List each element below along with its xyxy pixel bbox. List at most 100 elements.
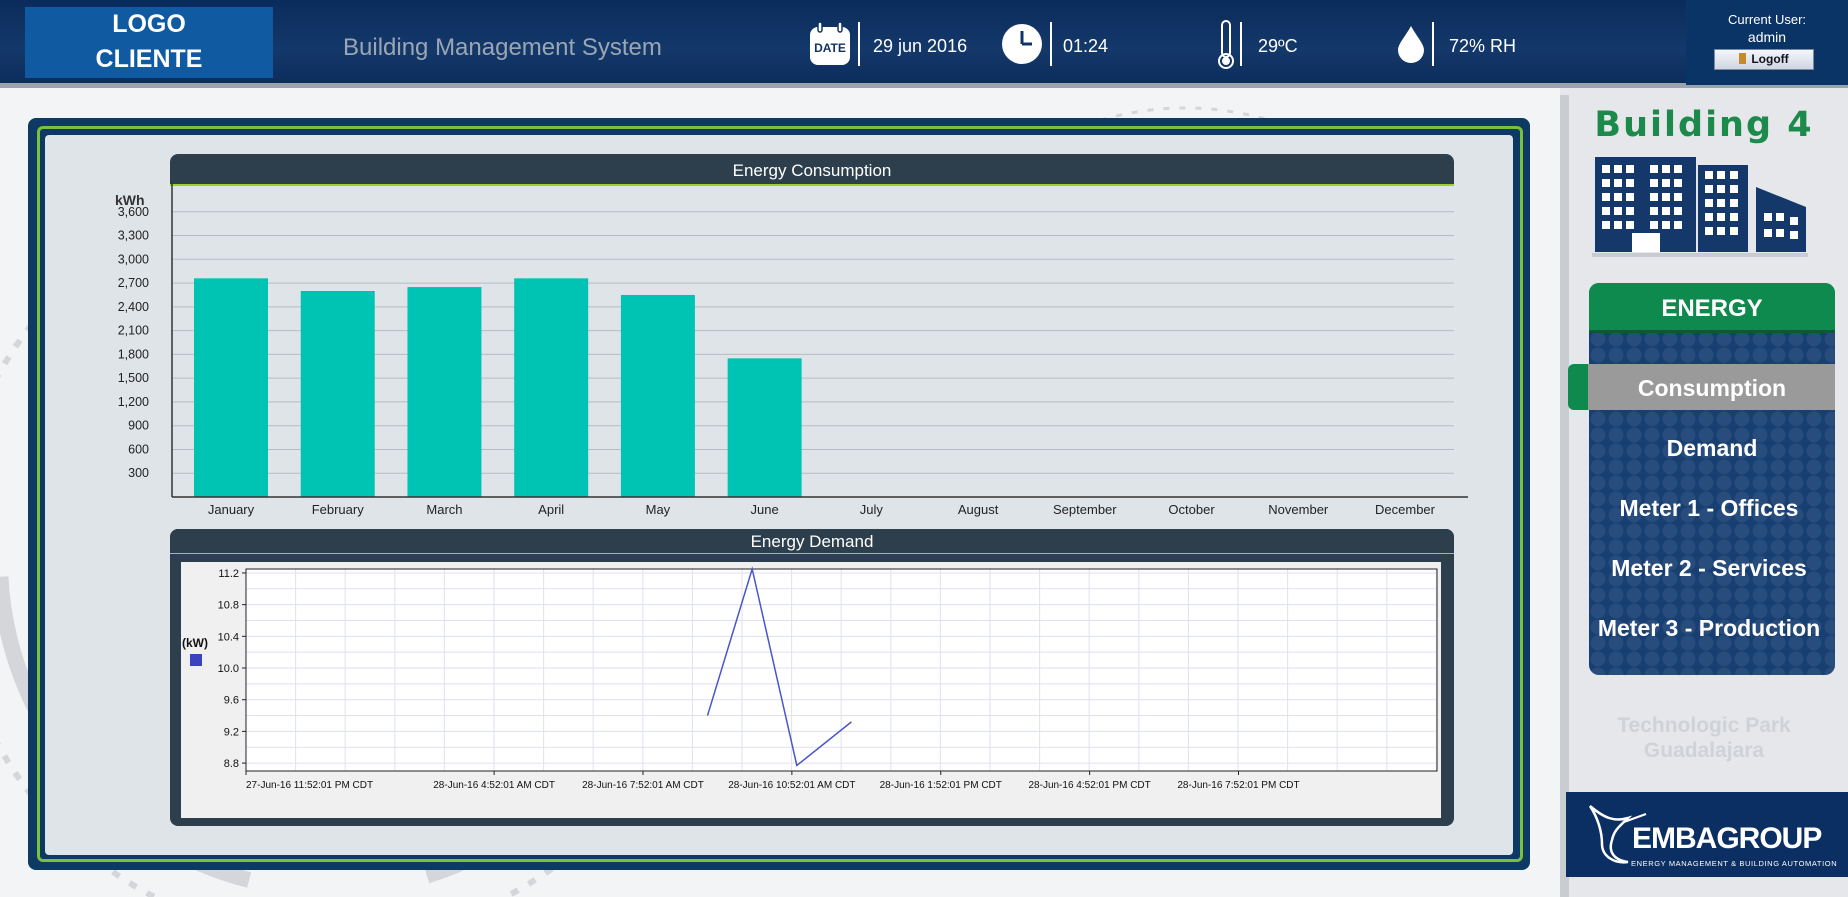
main-frame-border bbox=[37, 126, 1523, 862]
demand-axes: 8.8 9.2 9.6 10.0 10.4 10.8 11.2 27-Jun-16 11:52… bbox=[218, 568, 1438, 791]
building-window bbox=[1662, 207, 1670, 215]
building-window bbox=[1705, 199, 1713, 207]
demand-line bbox=[706, 566, 852, 767]
consumption-y-tick-label: 3,300 bbox=[118, 229, 149, 243]
sidebar-edge bbox=[1560, 95, 1569, 897]
building-window bbox=[1790, 217, 1798, 225]
building-window bbox=[1674, 179, 1682, 187]
building-door bbox=[1632, 233, 1660, 252]
consumption-x-tick-label: August bbox=[958, 502, 999, 517]
client-logo: LOGO CLIENTE bbox=[25, 7, 273, 78]
nav-item-meter-1-offices[interactable]: Meter 1 - Offices bbox=[1619, 495, 1799, 521]
app-title: Building Management System bbox=[343, 34, 662, 61]
demand-plot-border bbox=[245, 568, 1438, 772]
building-window bbox=[1717, 213, 1725, 221]
building-window bbox=[1705, 185, 1713, 193]
door-icon bbox=[1739, 53, 1747, 64]
building-window bbox=[1717, 185, 1725, 193]
building-window bbox=[1626, 221, 1634, 229]
logo-line2: CLIENTE bbox=[95, 45, 203, 73]
consumption-y-tick-label: 1,500 bbox=[118, 371, 149, 385]
building-window bbox=[1730, 213, 1738, 221]
consumption-y-tick-label: 2,700 bbox=[118, 276, 149, 290]
building-window bbox=[1790, 231, 1798, 239]
consumption-y-tick-label: 2,100 bbox=[118, 324, 149, 338]
consumption-y-tick-label: 1,200 bbox=[118, 395, 149, 409]
building-window bbox=[1674, 221, 1682, 229]
energy-section-title: ENERGY bbox=[1589, 283, 1835, 333]
building-window bbox=[1730, 171, 1738, 179]
building-window bbox=[1764, 213, 1772, 221]
header-separator bbox=[1432, 22, 1434, 66]
building-window bbox=[1650, 207, 1658, 215]
nav-item-consumption[interactable]: Consumption bbox=[1637, 375, 1787, 401]
building-window bbox=[1705, 227, 1713, 235]
building-window bbox=[1662, 165, 1670, 173]
hummingbird-icon bbox=[1588, 805, 1647, 864]
demand-chart-title: Energy Demand bbox=[170, 529, 1454, 554]
demand-y-tick-label: 11.2 bbox=[218, 568, 239, 580]
building-window bbox=[1650, 221, 1658, 229]
date-icon-label: DATE bbox=[814, 41, 846, 55]
calendar-icon: DATE bbox=[810, 21, 850, 65]
building-window bbox=[1730, 227, 1738, 235]
consumption-x-tick-label: July bbox=[860, 502, 884, 517]
header-separator bbox=[858, 22, 860, 66]
humidity-display: 72% RH bbox=[1449, 36, 1517, 56]
location-line1: Technologic Park bbox=[1617, 714, 1791, 737]
logoff-button[interactable]: Logoff bbox=[1714, 49, 1814, 70]
building-window bbox=[1674, 207, 1682, 215]
building-window bbox=[1717, 227, 1725, 235]
nav-item-meter-2-services[interactable]: Meter 2 - Services bbox=[1611, 555, 1807, 581]
consumption-y-tick-label: 2,400 bbox=[118, 300, 149, 314]
building-window bbox=[1674, 165, 1682, 173]
building-window bbox=[1602, 165, 1610, 173]
thermometer-icon bbox=[1218, 20, 1234, 69]
demand-series bbox=[706, 566, 852, 767]
demand-x-tick-label: 28-Jun-16 1:52:01 PM CDT bbox=[880, 780, 1002, 791]
consumption-x-tick-label: January bbox=[208, 502, 255, 517]
demand-x-tick-label: 28-Jun-16 7:52:01 PM CDT bbox=[1177, 780, 1299, 791]
demand-x-tick-label: 28-Jun-16 4:52:01 PM CDT bbox=[1028, 780, 1150, 791]
demand-y-axis-label: (kW) bbox=[182, 636, 208, 650]
header-separator bbox=[1240, 22, 1242, 66]
building-window bbox=[1614, 165, 1622, 173]
demand-x-tick-label: 28-Jun-16 4:52:01 AM CDT bbox=[433, 780, 555, 791]
building-icon bbox=[1592, 157, 1808, 257]
building-window bbox=[1705, 213, 1713, 221]
building-window bbox=[1662, 179, 1670, 187]
building-window bbox=[1650, 165, 1658, 173]
consumption-x-tick-label: February bbox=[312, 502, 365, 517]
demand-y-tick-label: 10.8 bbox=[218, 600, 239, 612]
location-text: Technologic Park Guadalajara bbox=[1560, 713, 1848, 763]
building-window bbox=[1626, 207, 1634, 215]
consumption-x-tick-label: September bbox=[1053, 502, 1117, 517]
consumption-bar bbox=[300, 291, 375, 497]
demand-y-tick-label: 10.4 bbox=[218, 631, 239, 643]
demand-x-tick-label: 27-Jun-16 11:52:01 PM CDT bbox=[246, 780, 373, 791]
consumption-x-tick-label: May bbox=[646, 502, 671, 517]
consumption-y-tick-label: 3,600 bbox=[118, 205, 149, 219]
consumption-bar bbox=[407, 287, 482, 497]
building-window bbox=[1614, 221, 1622, 229]
consumption-x-tick-label: October bbox=[1168, 502, 1215, 517]
consumption-bar bbox=[727, 358, 802, 497]
demand-grid bbox=[245, 569, 1437, 771]
building-window bbox=[1662, 193, 1670, 201]
user-panel: Current User: admin Logoff bbox=[1686, 0, 1848, 85]
building-window bbox=[1614, 193, 1622, 201]
consumption-x-tick-label: March bbox=[426, 502, 462, 517]
nav-item-meter-3-production[interactable]: Meter 3 - Production bbox=[1597, 615, 1821, 641]
building-window bbox=[1717, 199, 1725, 207]
date-display: 29 jun 2016 bbox=[873, 36, 968, 56]
building-window bbox=[1776, 229, 1784, 237]
current-user-label: Current User: bbox=[1727, 12, 1807, 27]
nav-item-demand[interactable]: Demand bbox=[1666, 435, 1758, 461]
building-window bbox=[1730, 199, 1738, 207]
company-logo: EMBAGROUP ENERGY MANAGEMENT & BUILDING A… bbox=[1566, 792, 1848, 877]
consumption-x-tick-label: April bbox=[538, 502, 564, 517]
header-separator bbox=[1050, 22, 1052, 66]
logoff-label: Logoff bbox=[1751, 52, 1789, 66]
company-name: EMBAGROUP bbox=[1632, 822, 1822, 855]
